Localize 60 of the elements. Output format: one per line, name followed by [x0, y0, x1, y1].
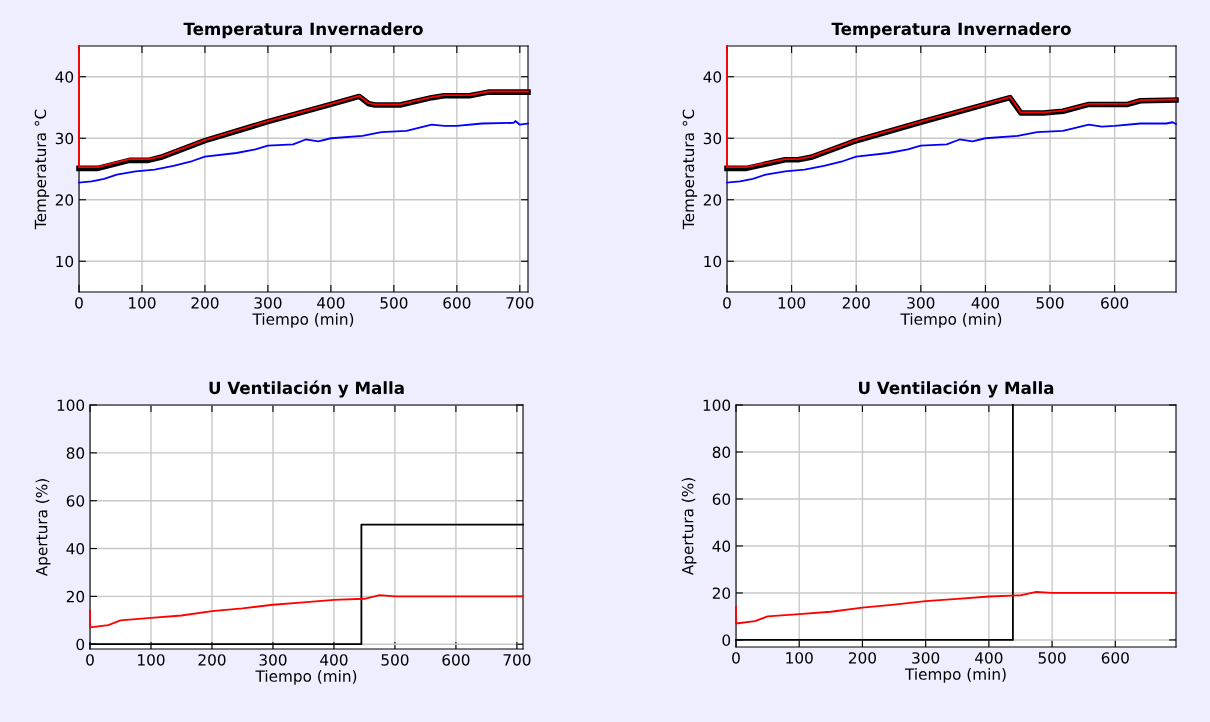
y-tick-label: 40: [703, 71, 722, 83]
y-tick-label: 40: [55, 71, 74, 83]
x-tick-label: 0: [86, 654, 94, 666]
x-tick-label: 300: [259, 654, 287, 666]
x-axis-title: Tiempo (min): [252, 313, 354, 328]
x-tick-label: 600: [443, 297, 471, 309]
y-axis-title: Apertura (%): [681, 478, 697, 576]
y-tick-label: 10: [704, 255, 722, 268]
x-tick-label: 300: [912, 652, 940, 664]
chart-title: Temperatura Invernadero: [183, 22, 423, 39]
y-axis-title: Temperatura °C: [682, 109, 698, 230]
y-tick-label: 0: [722, 634, 731, 646]
chart-title: U Ventilación y Malla: [209, 380, 404, 398]
y-tick-label: 40: [66, 542, 85, 555]
x-tick-label: 600: [1101, 297, 1129, 309]
x-axis-title: Tiempo (min): [904, 668, 1006, 683]
y-tick-label: 80: [66, 447, 85, 459]
y-tick-label: 20: [712, 587, 731, 599]
y-tick-label: 0: [76, 638, 85, 651]
x-tick-label: 700: [506, 297, 534, 309]
x-axis-title: Tiempo (min): [900, 313, 1002, 328]
x-tick-label: 100: [129, 297, 156, 309]
y-tick-label: 100: [57, 399, 85, 412]
x-tick-label: 600: [442, 654, 470, 666]
y-axis-title: Temperatura °C: [34, 109, 50, 230]
y-tick-label: 40: [712, 540, 731, 552]
chart-title: Temperatura Invernadero: [831, 22, 1071, 39]
x-tick-label: 100: [138, 654, 165, 666]
x-tick-label: 300: [254, 297, 282, 309]
x-tick-label: 400: [975, 652, 1003, 664]
x-tick-label: 500: [1038, 652, 1066, 664]
x-tick-label: 400: [320, 654, 348, 666]
x-tick-label: 500: [381, 654, 409, 666]
x-tick-label: 500: [1036, 297, 1064, 309]
x-tick-label: 400: [971, 297, 999, 309]
chart-title: U Ventilación y Malla: [859, 380, 1054, 398]
y-tick-label: 10: [56, 255, 74, 268]
y-tick-label: 80: [712, 446, 731, 459]
y-tick-label: 20: [55, 194, 74, 206]
x-tick-label: 200: [198, 654, 226, 666]
y-tick-label: 60: [66, 495, 85, 507]
x-tick-label: 200: [191, 297, 219, 309]
x-tick-label: 600: [1101, 652, 1129, 664]
x-tick-label: 700: [503, 654, 531, 666]
x-tick-label: 500: [380, 297, 408, 309]
y-tick-label: 30: [55, 132, 74, 145]
x-tick-label: 300: [907, 297, 935, 309]
y-tick-label: 100: [703, 399, 731, 412]
y-tick-label: 60: [712, 493, 731, 505]
y-tick-label: 20: [66, 590, 85, 603]
y-axis-title: Apertura (%): [35, 479, 51, 577]
y-tick-label: 30: [703, 132, 722, 145]
x-tick-label: 200: [842, 297, 870, 309]
x-tick-label: 100: [778, 297, 806, 309]
x-tick-label: 0: [732, 652, 740, 664]
x-axis-title: Tiempo (min): [255, 670, 357, 685]
x-tick-label: 100: [786, 652, 813, 664]
x-tick-label: 400: [317, 297, 345, 309]
y-tick-label: 20: [703, 194, 722, 206]
x-tick-label: 200: [848, 652, 876, 664]
